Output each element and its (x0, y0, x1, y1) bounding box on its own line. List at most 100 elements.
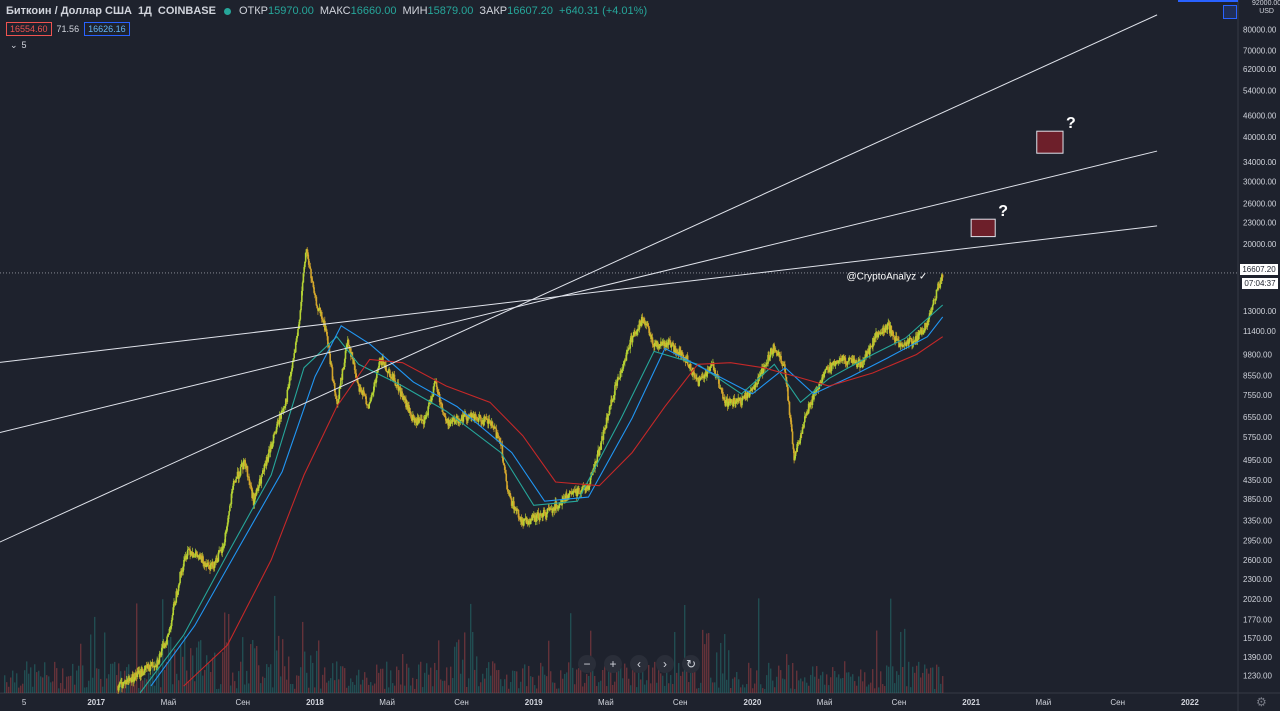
volume-bar (114, 661, 116, 693)
volume-bar (194, 681, 196, 693)
candle-body (848, 357, 851, 361)
indicators-toggle[interactable]: ⌄ 5 (10, 40, 27, 51)
volume-bar (616, 671, 618, 693)
candle-body (846, 361, 849, 365)
volume-bar (172, 684, 174, 693)
volume-bar (726, 679, 728, 693)
candle-body (147, 663, 150, 670)
candle-body (536, 514, 538, 522)
volume-bar (552, 682, 554, 693)
volume-bar (716, 652, 718, 693)
candle-body (897, 339, 900, 341)
author-watermark: @CryptoAnalyz ✓ (846, 272, 927, 283)
candle-body (334, 392, 337, 396)
volume-bar (566, 672, 568, 693)
candle-body (712, 362, 715, 371)
scroll-left-button[interactable]: ‹ (630, 655, 648, 673)
volume-bar (440, 679, 442, 693)
candle-body (248, 476, 250, 481)
volume-bar (190, 648, 192, 693)
candle-body (307, 252, 309, 259)
candle-body (386, 370, 388, 372)
volume-bar (318, 640, 320, 693)
volume-bar (520, 681, 522, 693)
candle-body (242, 460, 245, 470)
candle-body (418, 418, 420, 423)
candle-body (347, 339, 350, 346)
volume-bar (858, 676, 860, 693)
candle-body (526, 519, 529, 525)
volume-bar (822, 671, 824, 693)
volume-bar (554, 682, 556, 693)
candle-body (676, 351, 679, 355)
volume-bar (38, 670, 40, 693)
candle-body (607, 414, 609, 421)
volume-bar (692, 666, 694, 693)
candle-body (918, 332, 920, 339)
candle-body (393, 374, 396, 381)
candle-body (317, 308, 320, 311)
ma-fast-line (139, 304, 944, 694)
bid-badge[interactable]: 16554.60 (6, 22, 52, 36)
zoom-out-button[interactable]: − (578, 655, 596, 673)
trendline (0, 150, 1158, 434)
candle-body (219, 550, 221, 552)
candle-body (733, 397, 736, 402)
candle-body (501, 444, 504, 458)
candle-body (792, 444, 795, 450)
volume-bar (250, 644, 252, 693)
candle-body (377, 367, 380, 370)
zoom-in-button[interactable]: + (604, 655, 622, 673)
candle-body (853, 358, 856, 364)
candle-body (892, 335, 895, 337)
volume-bar (714, 682, 716, 693)
candle-body (764, 365, 767, 366)
candle-body (905, 342, 908, 346)
reset-chart-button[interactable]: ↻ (682, 655, 700, 673)
candle-body (732, 397, 735, 407)
candle-body (610, 399, 612, 406)
candle-body (364, 395, 367, 397)
volume-bar (224, 612, 226, 693)
settings-gear-icon[interactable]: ⚙ (1256, 695, 1267, 709)
ask-badge[interactable]: 16626.16 (84, 22, 130, 36)
candle-body (441, 403, 443, 408)
scroll-right-button[interactable]: › (656, 655, 674, 673)
candle-body (128, 677, 130, 682)
candle-body (702, 376, 704, 378)
candle-body (196, 556, 199, 558)
candle-body (710, 362, 713, 367)
volume-bar (696, 688, 698, 693)
candle-body (164, 643, 167, 647)
candle-body (253, 499, 256, 506)
volume-bar (88, 680, 90, 693)
volume-bar (472, 631, 474, 693)
time-tick-label: 5 (22, 698, 27, 707)
volume-bar (226, 642, 228, 693)
volume-bar (326, 682, 328, 693)
volume-bar (196, 647, 198, 693)
candle-body (183, 560, 185, 567)
candle-body (893, 336, 896, 340)
candle-body (693, 372, 696, 378)
candle-body (898, 340, 900, 348)
time-tick-label: Сен (235, 698, 250, 707)
candle-body (157, 662, 160, 664)
candle-body (837, 360, 840, 364)
time-tick-label: Май (161, 698, 177, 707)
object-tree-icon[interactable] (1223, 5, 1237, 19)
candle-body (636, 331, 638, 333)
interval-label[interactable]: 1Д (137, 5, 152, 17)
symbol-name[interactable]: Биткоин / Доллар США (6, 5, 132, 17)
candle-body (803, 422, 805, 428)
volume-bar (316, 650, 318, 693)
candle-body (424, 417, 426, 420)
candle-body (627, 347, 630, 351)
candle-body (180, 570, 183, 576)
volume-bar (278, 635, 280, 693)
candle-body (931, 305, 934, 310)
candle-body (627, 350, 629, 351)
candle-body (881, 333, 883, 334)
candle-body (477, 418, 480, 422)
